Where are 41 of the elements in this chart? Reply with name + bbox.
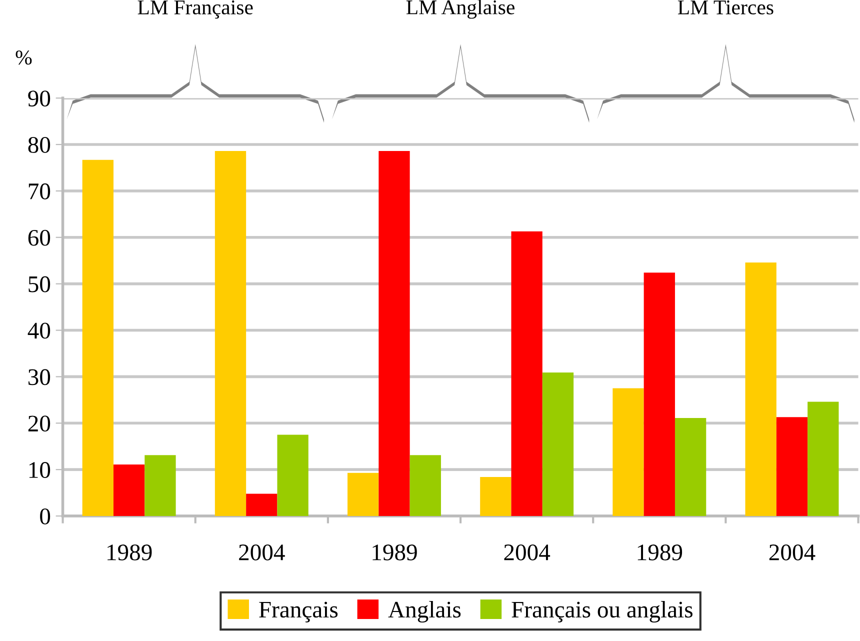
bar — [144, 455, 176, 516]
bar — [674, 418, 706, 516]
bar — [745, 262, 776, 516]
bar — [612, 388, 644, 516]
text: LM Française — [138, 0, 253, 19]
y-tick-label: 20 — [28, 416, 50, 432]
text: LM Anglaise — [406, 0, 514, 19]
bar — [511, 231, 542, 516]
y-tick-label: 70 — [28, 183, 50, 200]
bar — [542, 372, 574, 516]
y-tick-label: 10 — [29, 462, 50, 478]
text: LM Tierces — [678, 0, 774, 14]
y-tick-label: 90 — [28, 90, 50, 106]
x-tick-label: 2004 — [769, 544, 816, 560]
x-tick-label: 2004 — [504, 544, 550, 560]
bar — [214, 151, 246, 516]
y-tick-label: 60 — [28, 230, 50, 246]
bar — [776, 417, 808, 516]
x-tick-label: 1989 — [108, 544, 152, 560]
bar — [82, 160, 114, 516]
y-tick-label: 30 — [28, 369, 50, 386]
bar — [410, 455, 441, 516]
x-tick-label: 2004 — [239, 544, 285, 560]
y-tick-label: 0 — [40, 508, 50, 524]
bar — [246, 494, 278, 516]
y-tick-label: 80 — [28, 137, 50, 153]
bar — [348, 472, 379, 516]
y-tick-label: 50 — [28, 276, 50, 292]
x-tick-label: 1989 — [638, 544, 682, 560]
x-tick-label: 1989 — [372, 544, 417, 560]
bar — [378, 151, 410, 516]
bar — [480, 477, 512, 516]
bar — [277, 434, 308, 516]
legend-label: Français ou anglais — [512, 601, 692, 622]
bar — [808, 402, 839, 516]
bar — [113, 464, 145, 516]
legend-label: Anglais — [388, 601, 461, 622]
y-axis-title: % — [16, 50, 32, 65]
y-tick-label: 40 — [28, 322, 50, 339]
bar — [644, 272, 675, 516]
legend-label: Français — [259, 602, 338, 622]
